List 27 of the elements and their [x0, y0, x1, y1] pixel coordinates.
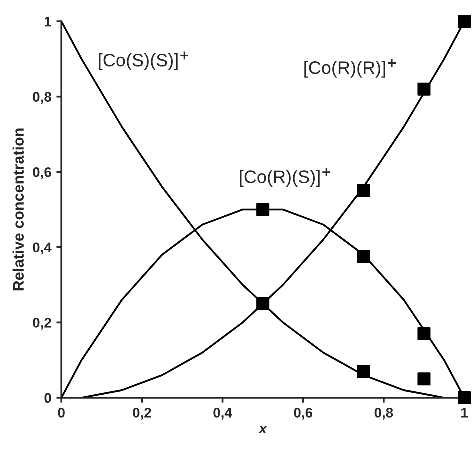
point [256, 297, 270, 310]
x-tick-label: 0,2 [133, 408, 152, 420]
y-axis-title: Relative concentration [12, 128, 24, 291]
point [458, 391, 472, 404]
point [357, 184, 370, 198]
x-tick-label: 0 [58, 408, 65, 418]
y-tick-label: 0,4 [33, 242, 52, 255]
x-tick-label: 0,8 [374, 408, 394, 420]
x-tick-label: 0,6 [294, 408, 313, 420]
point [458, 15, 472, 28]
y-tick-label: 0,2 [33, 318, 52, 330]
point [256, 203, 270, 216]
y-tick-label: 0,8 [33, 92, 52, 104]
point [418, 372, 431, 386]
series-label: [Co(S)(S)]$^{+}$ [99, 52, 189, 70]
x-axis-title: x [258, 426, 268, 434]
point [357, 365, 370, 378]
y-tick-label: 0,6 [33, 167, 52, 180]
series-label: [Co(R)(R)]$^{+}$ [304, 59, 396, 78]
series-label: [Co(R)(S)]$^{+}$ [240, 168, 331, 188]
x-tick-label: 0,4 [214, 408, 232, 420]
point [357, 250, 370, 264]
x-tick-label: 1 [462, 408, 468, 418]
y-tick-label: 0 [44, 393, 52, 404]
point [418, 82, 431, 96]
point [418, 327, 431, 340]
y-tick-label: 1 [45, 17, 52, 27]
